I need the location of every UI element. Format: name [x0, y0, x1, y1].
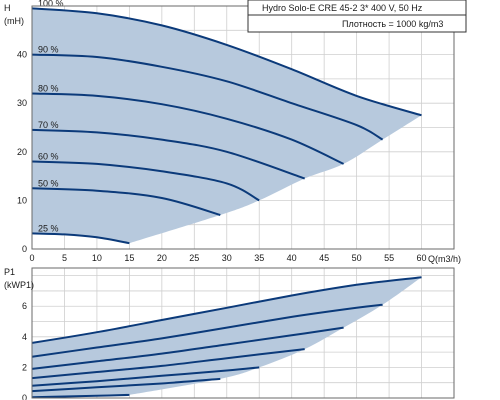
power-curve	[31, 393, 130, 399]
power-curve	[31, 326, 344, 370]
power-plot-frame	[31, 267, 455, 399]
head-axes: 0 10 20 30 40 0 5 10 15 20 25 30 35 40 45 50 55 60	[17, 5, 455, 263]
head-curve-label: 25 %	[38, 223, 59, 233]
info-box: Hydro Solo-E CRE 45-2 3* 400 V, 50 Hz Пл…	[247, 0, 467, 33]
power-curve	[31, 276, 422, 344]
power-axes: 0 2 4 6	[22, 267, 455, 400]
head-y-tick-label: 40	[17, 50, 27, 60]
head-curve	[31, 92, 345, 165]
head-curve	[31, 7, 422, 117]
head-x-tick-label: 40	[287, 253, 297, 263]
power-y-tick-label: 4	[22, 332, 27, 342]
head-x-tick-label: 55	[384, 253, 394, 263]
head-curve-label: 70 %	[38, 120, 59, 130]
head-axis-unit: (mH)	[4, 16, 24, 26]
power-y-tick-label: 6	[22, 301, 27, 311]
head-operating-area	[32, 8, 422, 244]
head-x-tick-label: 50	[352, 253, 362, 263]
head-x-tick-label: 60	[417, 253, 427, 263]
head-x-axis-title: Q(m3/h)	[428, 254, 461, 264]
head-curve	[31, 160, 260, 202]
head-x-tick-label: 45	[319, 253, 329, 263]
head-x-tick-label: 0	[29, 253, 34, 263]
power-area	[32, 277, 422, 398]
info-title: Hydro Solo-E CRE 45-2 3* 400 V, 50 Hz	[262, 3, 423, 13]
head-curve-label: 100 %	[38, 0, 64, 8]
power-curves	[31, 276, 422, 399]
power-operating-area	[32, 277, 422, 398]
head-y-tick-label: 0	[22, 244, 27, 254]
head-curve	[31, 53, 384, 141]
head-x-tick-label: 5	[62, 253, 67, 263]
power-axis-title: P1	[4, 267, 15, 277]
head-y-tick-label: 10	[17, 195, 27, 205]
head-x-tick-label: 10	[92, 253, 102, 263]
head-curve-label: 60 %	[38, 152, 59, 162]
head-y-tick-label: 20	[17, 147, 27, 157]
head-curves	[31, 7, 422, 245]
info-density: Плотность = 1000 kg/m3	[342, 19, 443, 29]
head-x-tick-label: 30	[222, 253, 232, 263]
power-curve	[31, 303, 383, 358]
head-x-tick-label: 15	[124, 253, 134, 263]
power-y-tick-label: 2	[22, 362, 27, 372]
power-curve	[31, 366, 260, 387]
info-box-frame	[247, 0, 467, 33]
head-y-tick-label: 30	[17, 98, 27, 108]
power-curve	[31, 348, 305, 380]
head-curve	[31, 128, 306, 180]
head-curve-labels: 100 % 90 % 80 % 70 % 60 % 50 % 25 %	[38, 0, 64, 233]
head-curve-label: 80 %	[38, 83, 59, 93]
power-y-tick-label: 0	[22, 393, 27, 400]
head-x-tick-label: 20	[157, 253, 167, 263]
head-x-tick-label: 35	[254, 253, 264, 263]
head-curve	[31, 232, 130, 245]
power-curve	[31, 377, 221, 393]
head-plot-frame	[31, 5, 455, 250]
head-x-tick-label: 25	[189, 253, 199, 263]
head-curve	[31, 187, 221, 216]
head-curve-label: 50 %	[38, 178, 59, 188]
head-area	[32, 8, 422, 244]
power-axis-unit: (kWP1)	[4, 280, 34, 290]
head-curve-label: 90 %	[38, 45, 59, 55]
head-axis-title: H	[4, 3, 11, 13]
